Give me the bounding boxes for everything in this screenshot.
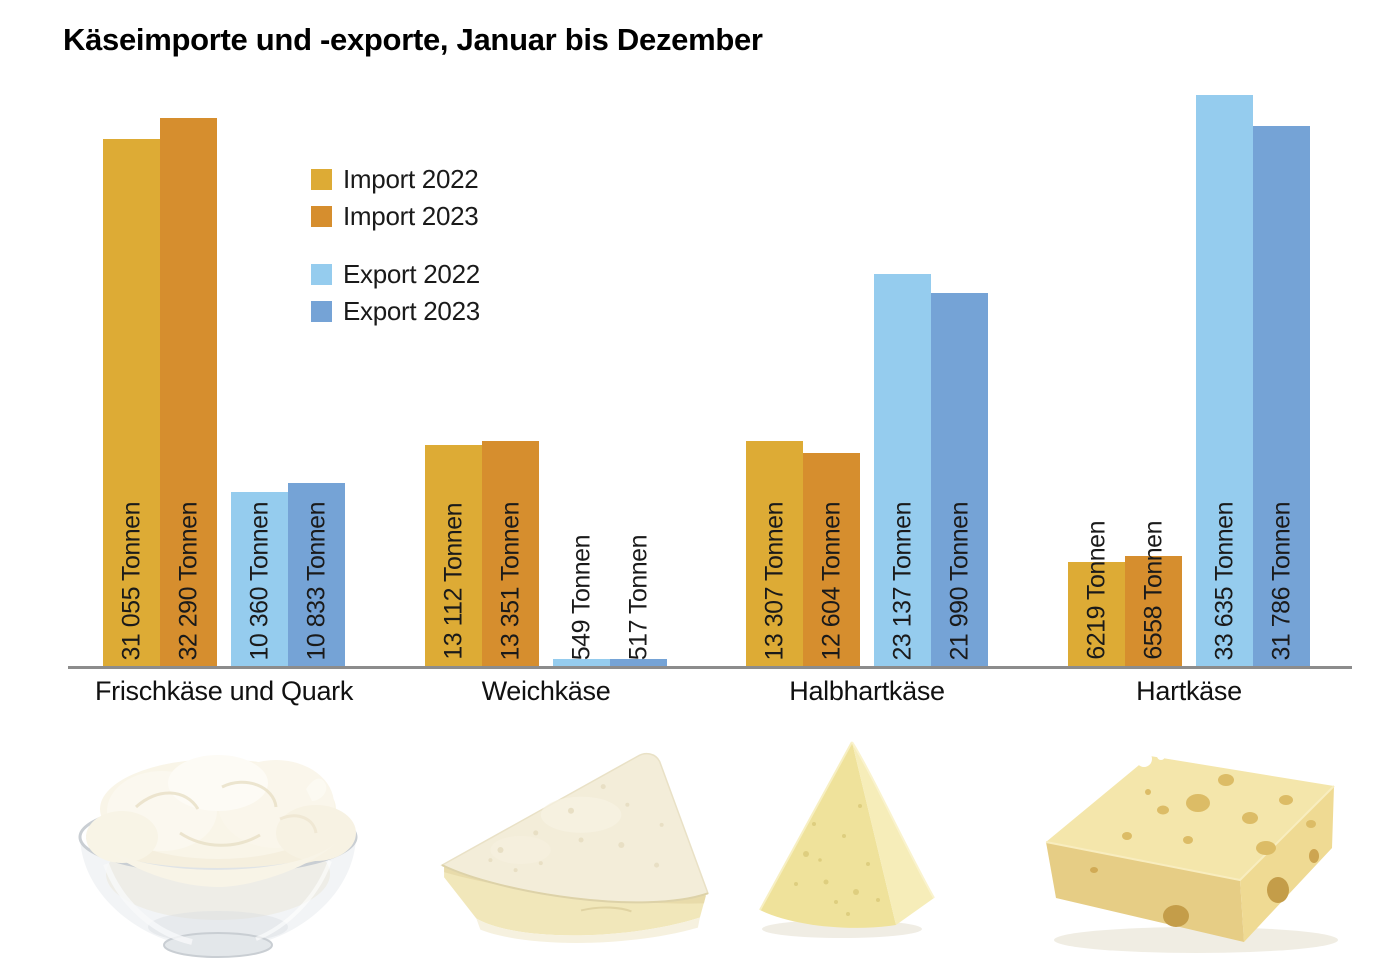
bar-value-label: 517 Tonnen (623, 534, 652, 660)
bar-value-label: 31 786 Tonnen (1266, 501, 1295, 660)
legend-item-import-2022: Import 2022 (311, 161, 480, 198)
x-axis-baseline (68, 666, 1352, 669)
bar-export-2023-halbhartkäse: 21 990 Tonnen (931, 293, 988, 668)
category-label-halbhartkäse: Halbhartkäse (789, 676, 945, 706)
bar-export-2023-hartkäse: 31 786 Tonnen (1253, 126, 1310, 668)
fresh-cheese-bowl-image (70, 748, 366, 972)
bar-value-label: 33 635 Tonnen (1209, 501, 1238, 660)
legend-item-export-2022: Export 2022 (311, 256, 480, 293)
legend-swatch-import-2022-icon (311, 169, 332, 190)
bar-value-label: 6219 Tonnen (1081, 521, 1110, 660)
bar-value-label: 12 604 Tonnen (816, 501, 845, 660)
category-label-weichkäse: Weichkäse (481, 676, 611, 706)
bar-value-label: 13 351 Tonnen (495, 501, 524, 660)
bar-export-2023-weichkäse: 517 Tonnen (610, 535, 667, 668)
hard-cheese-block-image (1028, 740, 1350, 960)
legend-swatch-export-2022-icon (311, 264, 332, 285)
bar-export-2022-frischkäse-und-quark: 10 360 Tonnen (231, 492, 288, 668)
bar-value-label: 10 833 Tonnen (301, 501, 330, 660)
bar-export-2022-hartkäse: 33 635 Tonnen (1196, 95, 1253, 668)
legend-item-export-2023: Export 2023 (311, 293, 480, 330)
bar-export-2023-frischkäse-und-quark: 10 833 Tonnen (288, 483, 345, 668)
legend-item-import-2023: Import 2023 (311, 198, 480, 235)
legend: Import 2022 Import 2023 Export 2022 Export … (311, 161, 480, 330)
bar-export-2022-halbhartkäse: 23 137 Tonnen (874, 274, 931, 668)
bar-import-2023-halbhartkäse: 12 604 Tonnen (803, 453, 860, 668)
legend-label: Import 2022 (343, 164, 479, 194)
bar-value-label: 31 055 Tonnen (116, 501, 145, 660)
legend-label: Export 2023 (343, 296, 480, 326)
bar-import-2022-weichkäse: 13 112 Tonnen (425, 445, 482, 668)
bar-value-label: 23 137 Tonnen (887, 501, 916, 660)
category-label-hartkäse: Hartkäse (1136, 676, 1242, 706)
legend-label: Export 2022 (343, 259, 480, 289)
bar-value-label: 13 112 Tonnen (438, 503, 467, 660)
hard-cheese-block-icon (1045, 751, 1338, 953)
bar-import-2023-frischkäse-und-quark: 32 290 Tonnen (160, 118, 217, 668)
bar-import-2023-hartkäse: 6558 Tonnen (1125, 521, 1182, 668)
bar-value-label: 6558 Tonnen (1138, 521, 1167, 660)
soft-cheese-wedge-image (430, 744, 714, 948)
semi-hard-cheese-wedge-image (748, 732, 950, 940)
bar-value-label: 10 360 Tonnen (244, 501, 273, 660)
bar-value-label: 32 290 Tonnen (173, 501, 202, 660)
soft-cheese-wedge-icon (440, 752, 709, 943)
legend-swatch-import-2023-icon (311, 206, 332, 227)
bar-import-2022-frischkäse-und-quark: 31 055 Tonnen (103, 139, 160, 668)
bar-value-label: 21 990 Tonnen (944, 501, 973, 660)
bar-import-2022-hartkäse: 6219 Tonnen (1068, 521, 1125, 668)
bar-import-2022-halbhartkäse: 13 307 Tonnen (746, 441, 803, 668)
category-label-frischkäse-und-quark: Frischkäse und Quark (94, 676, 354, 706)
fresh-cheese-bowl-icon (78, 755, 358, 958)
legend-label: Import 2023 (343, 201, 479, 231)
semi-hard-cheese-wedge-icon (759, 741, 935, 938)
chart-title: Käseimporte und -exporte, Januar bis Dez… (63, 22, 763, 57)
bar-export-2022-weichkäse: 549 Tonnen (553, 535, 610, 668)
bar-import-2023-weichkäse: 13 351 Tonnen (482, 441, 539, 668)
legend-swatch-export-2023-icon (311, 301, 332, 322)
bar-value-label: 549 Tonnen (566, 534, 595, 660)
bar-value-label: 13 307 Tonnen (759, 501, 788, 660)
